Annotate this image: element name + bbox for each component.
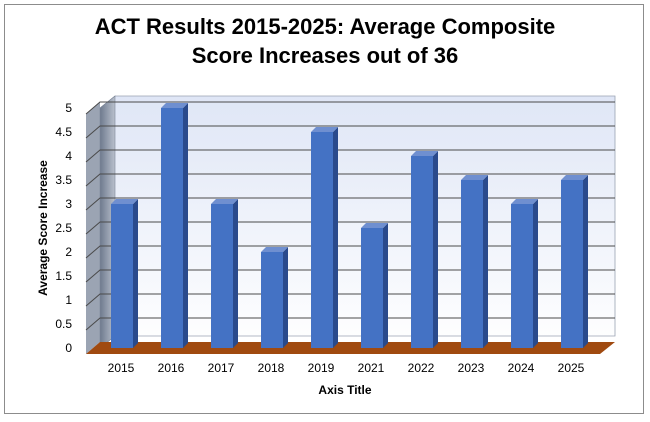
x-tick-label: 2022: [408, 361, 435, 375]
bar-2015: [111, 199, 138, 348]
bar-front: [311, 132, 333, 348]
bar-side: [133, 199, 138, 348]
bar-side: [433, 151, 438, 348]
chart-title: ACT Results 2015-2025: Average Composite…: [0, 12, 650, 70]
gridline: [85, 149, 615, 163]
bar-side: [583, 175, 588, 348]
x-tick-label: 2016: [158, 361, 185, 375]
bar-top: [511, 199, 538, 204]
x-tick-label: 2018: [258, 361, 285, 375]
gridline: [85, 197, 615, 211]
bar-2022: [411, 151, 438, 348]
bar-front: [361, 228, 383, 348]
bar-front: [411, 156, 433, 348]
bar-2024: [511, 199, 538, 348]
bar-front: [461, 180, 483, 348]
x-tick-label: 2024: [508, 361, 535, 375]
x-tick-label: 2023: [458, 361, 485, 375]
bar-top: [411, 151, 438, 156]
gridline: [85, 245, 615, 259]
y-tick-label: 4: [65, 149, 72, 163]
gridline: [85, 269, 615, 283]
y-tick-label: 5: [65, 101, 72, 115]
bar-top: [111, 199, 138, 204]
bar-front: [261, 252, 283, 348]
x-tick-label: 2019: [308, 361, 335, 375]
bar-2023: [461, 175, 488, 348]
bar-top: [461, 175, 488, 180]
bar-front: [561, 180, 583, 348]
y-tick-label: 2.5: [55, 221, 72, 235]
bar-front: [211, 204, 233, 348]
bar-2017: [211, 199, 238, 348]
y-tick-label: 1.5: [55, 269, 72, 283]
bar-front: [511, 204, 533, 348]
y-tick-label: 1: [65, 293, 72, 307]
y-tick-label: 3: [65, 197, 72, 211]
y-tick-label: 0: [65, 341, 72, 355]
y-tick-label: 3.5: [55, 173, 72, 187]
bar-2018: [261, 247, 288, 348]
x-tick-label: 2021: [358, 361, 385, 375]
x-tick-label: 2015: [108, 361, 135, 375]
bar-top: [161, 103, 188, 108]
bar-2019: [311, 127, 338, 348]
bar-side: [183, 103, 188, 348]
gridline: [85, 173, 615, 187]
y-tick-label: 4.5: [55, 125, 72, 139]
bar-2021: [361, 223, 388, 348]
bar-side: [383, 223, 388, 348]
bar-top: [211, 199, 238, 204]
bar-top: [361, 223, 388, 228]
bar-2016: [161, 103, 188, 348]
gridline: [85, 101, 615, 115]
y-axis-title: Average Score Increase: [36, 160, 50, 296]
bar-top: [261, 247, 288, 252]
y-tick-label: 0.5: [55, 317, 72, 331]
chart-title-line-2: Score Increases out of 36: [191, 43, 459, 68]
x-axis-title: Axis Title: [318, 383, 371, 397]
gridline: [85, 221, 615, 235]
gridline: [85, 293, 615, 307]
x-tick-label: 2017: [208, 361, 235, 375]
bar-top: [561, 175, 588, 180]
bar-front: [161, 108, 183, 348]
bar-side: [283, 247, 288, 348]
bar-2025: [561, 175, 588, 348]
bar-side: [533, 199, 538, 348]
bar-side: [483, 175, 488, 348]
bar-side: [233, 199, 238, 348]
gridline: [85, 125, 615, 139]
bar-top: [311, 127, 338, 132]
gridline: [85, 317, 615, 331]
bar-side: [333, 127, 338, 348]
y-tick-label: 2: [65, 245, 72, 259]
chart-title-line-1: ACT Results 2015-2025: Average Composite: [94, 14, 556, 39]
bar-front: [111, 204, 133, 348]
x-tick-label: 2025: [558, 361, 585, 375]
